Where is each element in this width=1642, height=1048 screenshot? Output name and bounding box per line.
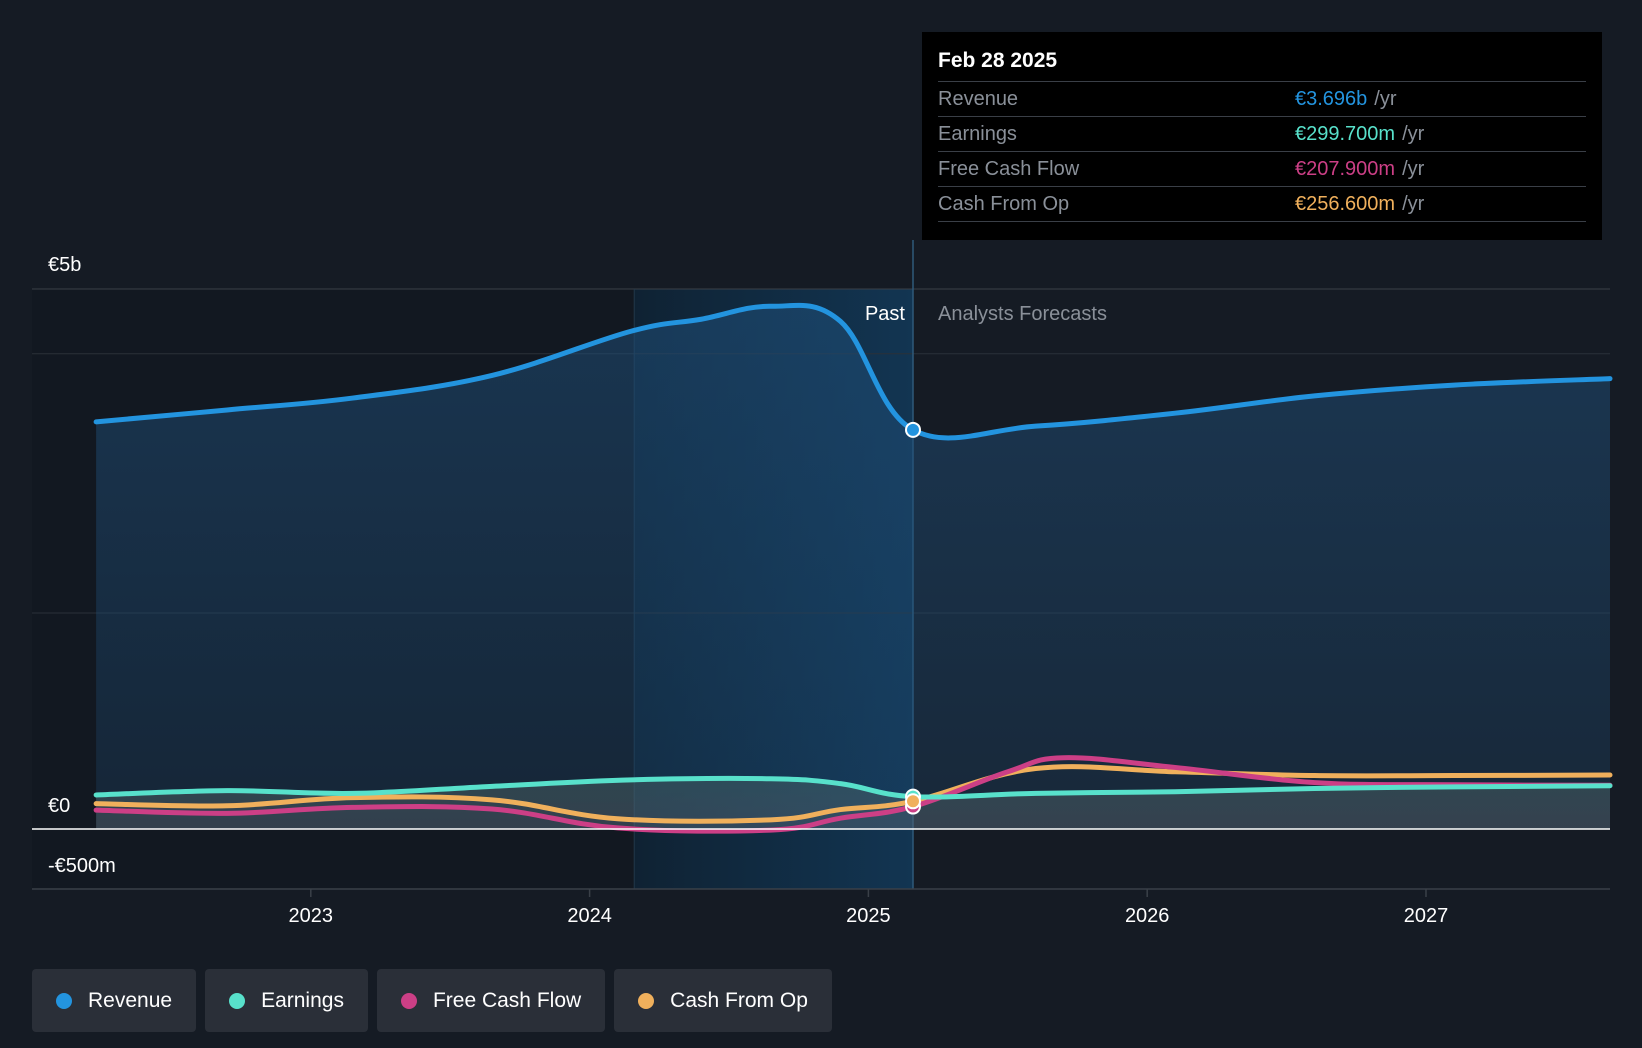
tooltip-label: Free Cash Flow [938, 157, 1080, 180]
fcf-line [93, 755, 1613, 834]
legend-dot-icon [229, 992, 246, 1009]
tooltip-rows: Revenue €3.696b/yr Earnings €299.700m/yr Fre… [938, 81, 1586, 222]
x-tick-label: 2027 [1404, 905, 1449, 927]
tooltip-unit: /yr [1374, 87, 1397, 110]
tooltip-value: €3.696b [1295, 87, 1368, 110]
axes: 2023 2024 2025 2026 2027 [32, 828, 1610, 927]
tooltip-value: €207.900m [1295, 157, 1396, 180]
cfo-line [93, 764, 1613, 824]
earnings-line [93, 775, 1613, 800]
legend: Revenue Earnings Free Cash Flow Cash From O… [32, 969, 832, 1032]
highlight-points [905, 421, 922, 815]
y-tick-zero: €0 [48, 795, 70, 817]
legend-label: Free Cash Flow [432, 988, 582, 1012]
tooltip-label: Revenue [938, 87, 1019, 110]
legend-label: Revenue [88, 988, 173, 1012]
revenue-area [96, 305, 1611, 829]
tooltip-unit: /yr [1402, 122, 1425, 145]
revenue-line [93, 302, 1613, 441]
legend-dot-icon [400, 992, 417, 1009]
tooltip-unit: /yr [1402, 192, 1425, 215]
x-tick-label: 2023 [289, 905, 334, 927]
legend-label: Earnings [261, 988, 344, 1012]
x-tick-label: 2026 [1125, 905, 1170, 927]
legend-item-revenue[interactable]: Revenue [32, 969, 197, 1032]
tooltip-row: Revenue €3.696b/yr [938, 81, 1586, 116]
tooltip-label: Cash From Op [938, 192, 1070, 215]
series-lines [93, 302, 1613, 834]
tooltip: Feb 28 2025 Revenue €3.696b/yr Earnings €29… [922, 32, 1602, 240]
tooltip-date: Feb 28 2025 [938, 49, 1058, 72]
legend-item-earnings[interactable]: Earnings [205, 969, 368, 1032]
forecast-label: Analysts Forecasts [938, 303, 1107, 325]
past-label: Past [865, 303, 905, 325]
legend-dot-icon [56, 992, 72, 1009]
y-tick-top: €5b [48, 254, 81, 276]
tooltip-label: Earnings [938, 122, 1017, 145]
legend-dot-icon [638, 992, 655, 1009]
y-tick-bottom: -€500m [48, 855, 116, 877]
revenue-point [905, 421, 922, 438]
legend-item-free-cash-flow[interactable]: Free Cash Flow [376, 969, 606, 1032]
legend-label: Cash From Op [670, 988, 808, 1012]
x-tick-label: 2025 [846, 905, 891, 927]
cfo-point [905, 793, 922, 810]
tooltip-value: €256.600m [1295, 192, 1396, 215]
x-tick-label: 2024 [567, 905, 612, 927]
legend-item-cash-from-op[interactable]: Cash From Op [614, 969, 832, 1032]
tooltip-row: Free Cash Flow €207.900m/yr [938, 151, 1586, 186]
tooltip-unit: /yr [1402, 157, 1425, 180]
tooltip-row: Cash From Op €256.600m/yr [938, 186, 1586, 222]
tooltip-row: Earnings €299.700m/yr [938, 116, 1586, 151]
tooltip-value: €299.700m [1295, 122, 1396, 145]
